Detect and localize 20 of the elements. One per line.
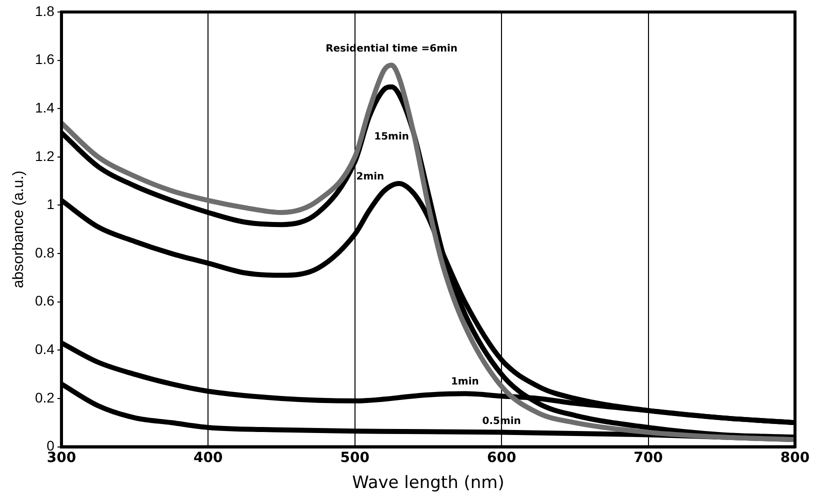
- y-tick-label: 1: [46, 196, 55, 212]
- y-tick-label: 0.6: [34, 292, 55, 309]
- y-tick-label: 1.2: [34, 148, 55, 164]
- y-tick-label: 0.4: [34, 341, 55, 358]
- x-tick-label: 500: [340, 450, 370, 466]
- y-tick-label: 1.8: [34, 2, 55, 19]
- series-label: 2min: [356, 171, 384, 182]
- x-tick-label: 700: [634, 450, 664, 466]
- x-tick-label: 400: [194, 450, 224, 466]
- y-tick-label: 0.2: [34, 389, 55, 406]
- x-tick-label: 600: [486, 450, 516, 466]
- x-tick-label: 300: [46, 450, 76, 466]
- y-tick-label: 1.6: [34, 51, 55, 68]
- y-tick-label: 1.4: [34, 99, 55, 116]
- y-axis-title: absorbance (a.u.): [10, 170, 28, 288]
- x-tick-label: 800: [780, 450, 810, 466]
- series-label: 1min: [450, 376, 479, 388]
- y-tick-label: 0.8: [34, 244, 55, 260]
- series-label: 15min: [374, 131, 409, 142]
- x-axis-title: Wave length (nm): [352, 473, 504, 494]
